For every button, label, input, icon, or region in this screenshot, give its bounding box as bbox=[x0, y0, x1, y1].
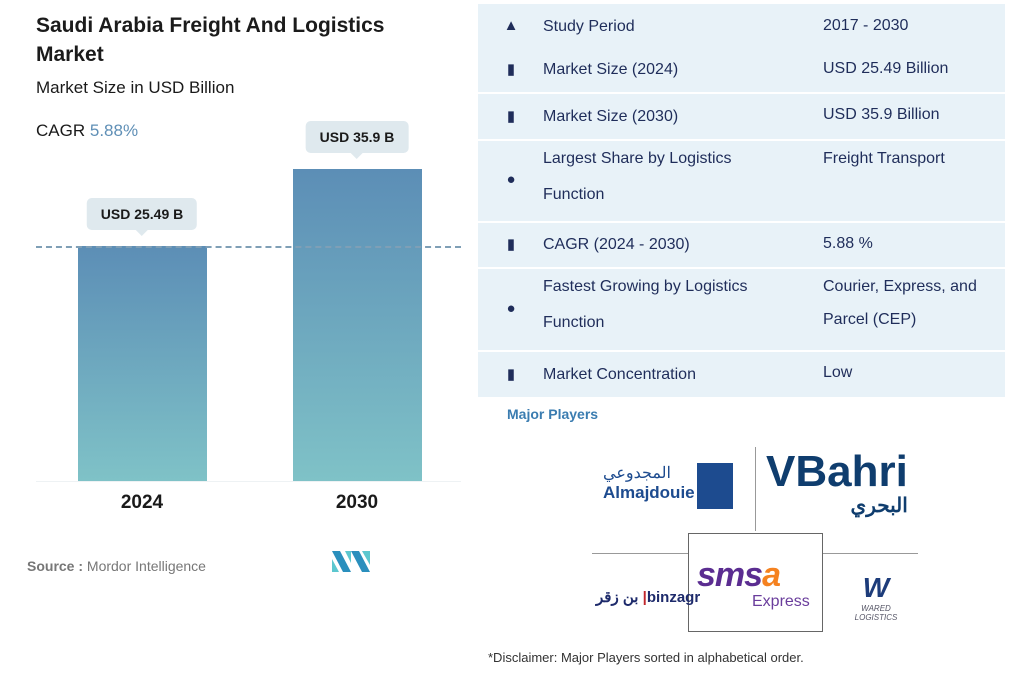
data-label: USD 35.9 B bbox=[305, 121, 409, 159]
logo-wared: W WARED LOGISTICS bbox=[854, 572, 898, 622]
source-value: Mordor Intelligence bbox=[86, 558, 206, 574]
chart-subtitle: Market Size in USD Billion bbox=[36, 78, 235, 97]
table-row: ▮ Market Size (2030) USD 35.9 Billion bbox=[478, 94, 1005, 141]
row-label: Fastest Growing by Logistics Function bbox=[543, 278, 748, 331]
row-label: Market Size (2024) bbox=[543, 61, 679, 78]
row-value: 2017 - 2030 bbox=[823, 16, 909, 34]
logo-almajdouie: المجدوعي Almajdouie bbox=[603, 465, 695, 502]
bar-2024 bbox=[78, 245, 207, 481]
cagr-value: 5.88% bbox=[89, 121, 139, 140]
row-label: Market Size (2030) bbox=[543, 107, 679, 125]
x-tick-label: 2030 bbox=[335, 492, 379, 513]
bar-chart-up-icon: ▮ bbox=[506, 236, 516, 253]
table-row: ● Fastest Growing by Logistics Function … bbox=[478, 269, 1005, 352]
row-value: 5.88 % bbox=[823, 234, 873, 252]
graduation-cap-icon: ▲ bbox=[503, 17, 519, 34]
table-row: ● Largest Share by Logistics Function Fr… bbox=[478, 141, 1005, 223]
table-row: ▲ Study Period 2017 - 2030 bbox=[478, 4, 1005, 52]
logo-binzagr: بن زقر |binzagr bbox=[596, 589, 701, 606]
row-label: Largest Share by Logistics Function bbox=[543, 150, 732, 203]
bar-chart-up-icon: ▮ bbox=[506, 107, 516, 125]
row-label: Study Period bbox=[543, 18, 635, 35]
row-label: Market Concentration bbox=[543, 365, 696, 383]
almajdouie-emblem-icon bbox=[697, 463, 733, 509]
table-row: ▮ Market Size (2024) USD 25.49 Billion bbox=[478, 48, 1005, 94]
source: Source : Mordor Intelligence bbox=[27, 558, 206, 574]
row-value: USD 25.49 Billion bbox=[823, 59, 949, 77]
disclaimer: *Disclaimer: Major Players sorted in alp… bbox=[488, 650, 804, 665]
row-value: Courier, Express, and Parcel (CEP) bbox=[823, 278, 977, 328]
divider bbox=[755, 447, 756, 531]
row-value: USD 35.9 Billion bbox=[823, 106, 940, 123]
bar-chart-up-icon: ▮ bbox=[506, 365, 516, 383]
baseline bbox=[36, 481, 461, 482]
smsa-box bbox=[688, 533, 823, 632]
bar-chart-up-icon: ▮ bbox=[506, 61, 516, 78]
row-value: Freight Transport bbox=[823, 150, 945, 167]
logo-bahri: VBahri البحري bbox=[766, 447, 908, 518]
table-row: ▮ CAGR (2024 - 2030) 5.88 % bbox=[478, 223, 1005, 269]
logo-text: Bahri bbox=[795, 447, 908, 496]
logo-smsa: smsa bbox=[697, 556, 781, 594]
drop-icon: ● bbox=[506, 171, 516, 188]
bar-2030 bbox=[293, 169, 422, 481]
drop-icon: ● bbox=[506, 299, 516, 317]
reference-dashed-line bbox=[36, 245, 461, 248]
cagr-label: CAGR bbox=[36, 121, 86, 140]
chart-title: Saudi Arabia Freight And Logistics Marke… bbox=[36, 14, 385, 66]
logo-text: Almajdouie bbox=[603, 483, 695, 502]
mordor-logo-icon bbox=[332, 551, 370, 572]
row-label: CAGR (2024 - 2030) bbox=[543, 236, 690, 253]
major-players-heading: Major Players bbox=[507, 406, 599, 422]
cagr: CAGR 5.88% bbox=[36, 121, 138, 141]
data-label: USD 25.49 B bbox=[86, 197, 198, 236]
logo-smsa-express: Express bbox=[752, 593, 810, 610]
table-row: ▮ Market Concentration Low bbox=[478, 352, 1005, 399]
x-tick-label: 2024 bbox=[120, 492, 164, 513]
source-label: Source : bbox=[27, 558, 84, 574]
row-value: Low bbox=[823, 364, 853, 381]
